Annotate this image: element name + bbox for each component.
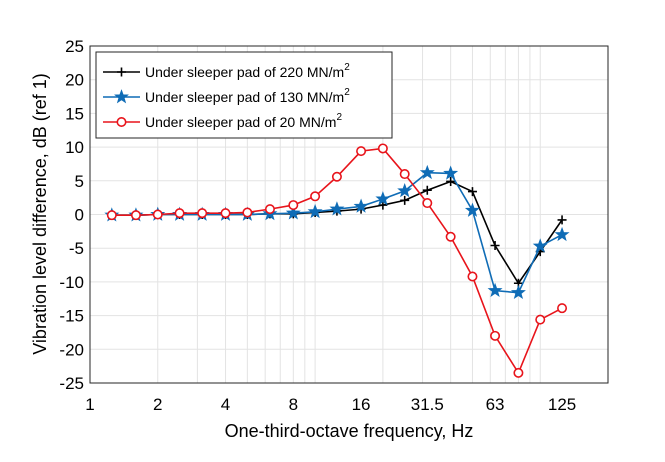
data-point xyxy=(419,164,435,180)
data-point xyxy=(400,195,410,205)
y-tick-label: 5 xyxy=(75,172,84,191)
data-point xyxy=(535,314,546,325)
y-tick-label: 20 xyxy=(65,71,84,90)
data-point xyxy=(487,282,503,298)
data-point xyxy=(554,226,570,242)
data-point xyxy=(331,171,342,182)
data-point xyxy=(353,198,369,213)
legend-item: Under sleeper pad of 220 MN/m2 xyxy=(103,62,350,80)
data-point xyxy=(285,205,301,220)
legend-superscript: 2 xyxy=(344,62,350,73)
data-point xyxy=(557,303,568,314)
data-point xyxy=(307,203,323,219)
data-point xyxy=(130,210,141,221)
x-tick-label: 1 xyxy=(85,395,94,414)
data-point xyxy=(310,191,321,202)
data-point xyxy=(464,202,480,217)
y-tick-labels: 25 20 15 10 5 0 -5 -10 -15 -20 -25 xyxy=(59,37,84,393)
data-point xyxy=(397,183,413,198)
data-point xyxy=(377,143,388,154)
data-point xyxy=(490,330,501,341)
data-point xyxy=(375,191,391,206)
y-tick-label: 0 xyxy=(75,206,84,225)
y-tick-label: 15 xyxy=(65,104,84,123)
data-point xyxy=(532,238,548,253)
data-point xyxy=(220,208,231,219)
data-point xyxy=(399,169,410,180)
y-axis-title: Vibration level difference, dB (ref 1) xyxy=(30,73,50,355)
y-tick-label: -15 xyxy=(59,307,84,326)
legend-superscript: 2 xyxy=(344,87,350,98)
data-point xyxy=(114,89,129,104)
legend: Under sleeper pad of 220 MN/m2 Under slee… xyxy=(95,51,393,139)
x-tick-label: 125 xyxy=(548,395,576,414)
legend-box xyxy=(95,51,393,139)
legend-label: Under sleeper pad of 20 MN/m2 xyxy=(145,112,342,130)
data-point xyxy=(445,231,456,242)
series xyxy=(106,143,568,378)
x-tick-label: 63 xyxy=(486,395,505,414)
y-tick-label: -20 xyxy=(59,340,84,359)
y-tick-label: 25 xyxy=(65,37,84,56)
data-point xyxy=(106,210,117,221)
legend-item: Under sleeper pad of 20 MN/m2 xyxy=(103,112,342,130)
x-tick-label: 2 xyxy=(153,395,162,414)
x-tick-labels: 1 2 4 8 16 31.5 63 125 xyxy=(85,395,576,414)
data-point xyxy=(152,209,163,220)
legend-item: Under sleeper pad of 130 MN/m2 xyxy=(103,87,350,105)
legend-label: Under sleeper pad of 220 MN/m2 xyxy=(145,62,350,80)
data-point xyxy=(422,185,432,195)
data-point xyxy=(422,198,433,209)
data-point xyxy=(490,241,500,251)
data-point xyxy=(510,284,526,300)
legend-label: Under sleeper pad of 130 MN/m2 xyxy=(145,87,350,105)
y-tick-label: -25 xyxy=(59,374,84,393)
data-point xyxy=(197,208,208,219)
x-tick-label: 16 xyxy=(352,395,371,414)
data-point xyxy=(557,215,567,225)
data-point xyxy=(116,117,127,128)
legend-superscript: 2 xyxy=(336,112,342,123)
x-tick-label: 4 xyxy=(221,395,230,414)
data-point xyxy=(329,201,345,216)
y-tick-label: 10 xyxy=(65,138,84,157)
data-point xyxy=(513,367,524,378)
data-point xyxy=(467,271,478,282)
y-tick-label: -5 xyxy=(69,239,84,258)
y-tick-label: -10 xyxy=(59,273,84,292)
data-point xyxy=(117,67,126,77)
data-point xyxy=(467,187,477,197)
data-point xyxy=(174,208,185,219)
data-point xyxy=(443,165,459,180)
x-tick-label: 31.5 xyxy=(411,395,444,414)
series-layer xyxy=(104,143,570,378)
x-axis-title: One-third-octave frequency, Hz xyxy=(225,421,474,441)
data-point xyxy=(264,204,275,215)
data-point xyxy=(356,146,367,157)
data-point xyxy=(446,176,456,186)
data-point xyxy=(288,200,299,211)
data-point xyxy=(242,207,253,218)
plot-frame xyxy=(89,45,609,384)
x-tick-label: 8 xyxy=(289,395,298,414)
